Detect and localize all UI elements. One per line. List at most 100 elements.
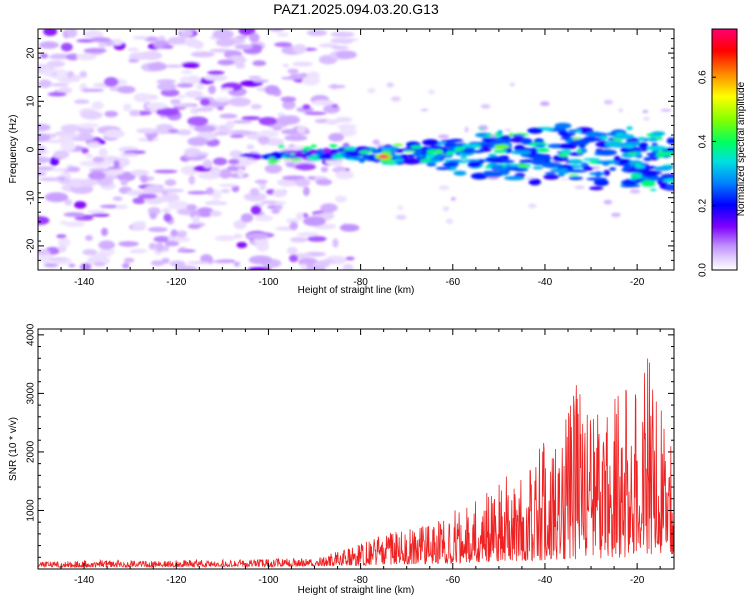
- noise-blob: [112, 196, 123, 201]
- noise-blob: [56, 234, 67, 239]
- noise-blob: [82, 249, 98, 256]
- signal-core: [624, 145, 635, 149]
- signal-blob: [527, 127, 544, 134]
- noise-blob: [228, 158, 240, 165]
- signal-blob: [353, 157, 370, 161]
- noise-blob: [81, 147, 89, 154]
- noise-blob: [464, 126, 469, 133]
- signal-blob: [593, 179, 609, 186]
- noise-blob: [202, 159, 213, 169]
- noise-blob: [250, 205, 262, 215]
- signal-blob: [651, 131, 666, 136]
- noise-blob: [428, 89, 435, 95]
- noise-blob: [302, 104, 311, 110]
- noise-blob: [215, 38, 236, 47]
- noise-blob: [328, 132, 345, 142]
- noise-blob: [87, 209, 107, 214]
- noise-blob: [233, 233, 243, 239]
- colorbar-label: Normalized spectral amplitude: [736, 81, 747, 216]
- noise-blob: [67, 166, 81, 173]
- noise-blob: [162, 244, 170, 252]
- signal-blob: [262, 153, 283, 160]
- noise-blob: [335, 50, 357, 59]
- noise-blob: [120, 152, 139, 157]
- signal-core: [560, 149, 572, 154]
- noise-blob: [306, 29, 328, 37]
- noise-blob: [303, 216, 326, 227]
- noise-blob: [236, 241, 248, 249]
- noise-blob: [295, 212, 304, 221]
- signal-blob: [595, 149, 618, 156]
- noise-blob: [39, 53, 49, 59]
- snr-y-tick-label: 1000: [25, 499, 36, 522]
- colorbar-scale: [711, 28, 738, 271]
- signal-blob: [483, 137, 494, 144]
- colorbar-tick-label: 0.2: [698, 198, 709, 212]
- noise-blob: [320, 166, 329, 173]
- noise-blob: [57, 237, 71, 247]
- signal-blob: [435, 152, 444, 160]
- noise-blob: [43, 263, 59, 268]
- signal-blob: [429, 145, 443, 149]
- snr-ticks: -140 -120 -100 -80 -60 -40 -20 1000 2000 3000 4000: [25, 323, 674, 586]
- noise-blob: [282, 63, 290, 68]
- signal-blob: [467, 161, 482, 168]
- noise-blob: [167, 200, 190, 211]
- colorbar: 0.0 0.2 0.4 0.6 Normalized spectral amplitu…: [698, 28, 747, 277]
- signal-core: [647, 137, 659, 142]
- noise-blob: [397, 205, 404, 211]
- signal-core: [269, 159, 282, 162]
- noise-blob: [248, 266, 272, 270]
- noise-blob: [127, 47, 139, 52]
- noise-blob: [187, 261, 210, 265]
- noise-blob: [162, 207, 171, 214]
- signal-core: [576, 129, 582, 134]
- signal-core: [637, 136, 646, 141]
- noise-blob: [289, 254, 299, 263]
- spectrogram-y-tick-label: 10: [26, 95, 37, 107]
- noise-blob: [88, 171, 106, 181]
- noise-blob: [93, 262, 106, 267]
- noise-blob: [280, 96, 297, 102]
- noise-blob: [66, 29, 78, 38]
- noise-blob: [164, 64, 183, 68]
- noise-blob: [133, 220, 147, 227]
- spectrogram-x-tick-label: -100: [258, 277, 278, 288]
- spectrogram-x-tick-label: -40: [538, 277, 553, 288]
- noise-blob: [181, 61, 200, 69]
- noise-blob: [228, 97, 251, 107]
- signal-blob: [446, 142, 459, 147]
- noise-blob: [238, 29, 256, 36]
- noise-blob: [248, 75, 262, 80]
- noise-blob: [294, 253, 311, 259]
- signal-core: [577, 149, 582, 154]
- noise-blob: [39, 41, 59, 49]
- snr-x-tick-label: -60: [446, 575, 461, 586]
- noise-blob: [48, 257, 69, 262]
- noise-blob: [120, 179, 129, 186]
- noise-blob: [98, 240, 116, 250]
- noise-blob: [320, 203, 338, 213]
- noise-blob: [318, 212, 335, 220]
- signal-blob: [493, 149, 508, 153]
- noise-blob: [250, 103, 262, 110]
- signal-core: [663, 164, 674, 167]
- signal-blob: [535, 144, 546, 148]
- signal-core: [487, 153, 497, 157]
- noise-blob: [248, 255, 273, 265]
- noise-blob: [195, 107, 214, 112]
- noise-blob: [330, 37, 354, 44]
- signal-core: [277, 144, 285, 149]
- noise-blob: [138, 193, 158, 199]
- noise-blob: [38, 216, 50, 225]
- snr-y-axis-label: SNR (10 * v/v): [8, 417, 19, 481]
- noise-blob: [177, 94, 186, 99]
- noise-blob: [128, 52, 152, 60]
- noise-blob: [178, 247, 187, 252]
- noise-blob: [442, 206, 450, 212]
- noise-blob: [395, 214, 407, 220]
- noise-blob: [334, 195, 347, 203]
- noise-blob: [214, 235, 236, 242]
- signal-blob: [499, 135, 511, 141]
